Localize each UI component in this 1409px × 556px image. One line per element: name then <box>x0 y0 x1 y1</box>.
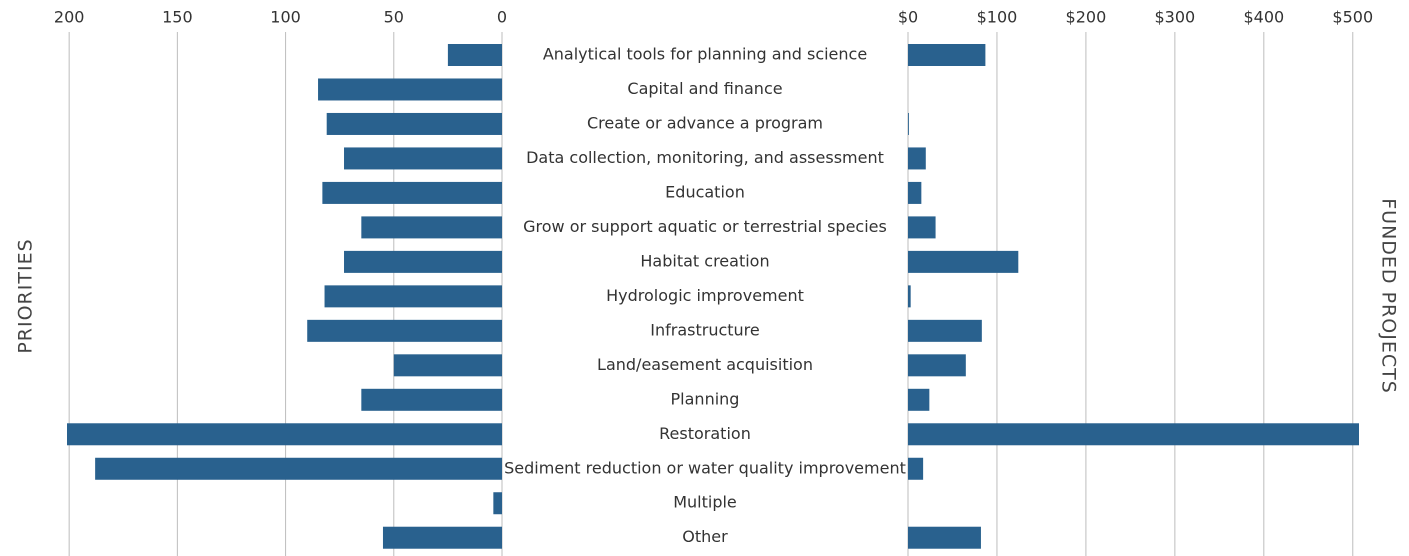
bar <box>393 354 502 377</box>
bar <box>908 216 936 239</box>
x-tick-label: 50 <box>384 8 404 27</box>
x-tick-label: 200 <box>54 8 85 27</box>
x-tick-label: 150 <box>162 8 193 27</box>
bar <box>326 112 502 135</box>
bar <box>344 250 502 273</box>
category-label: Land/easement acquisition <box>597 355 813 374</box>
bar <box>908 354 966 377</box>
bar <box>908 112 909 135</box>
bar <box>322 181 502 204</box>
bar <box>447 44 502 66</box>
axis-title: PRIORITIES <box>15 238 37 353</box>
category-label: Grow or support aquatic or terrestrial s… <box>523 217 887 236</box>
category-label: Multiple <box>673 493 737 512</box>
bar <box>493 492 502 515</box>
bar <box>908 147 926 170</box>
category-label: Capital and finance <box>627 79 782 98</box>
bar <box>307 319 502 342</box>
bar <box>908 181 922 204</box>
bar <box>95 457 502 480</box>
category-label: Hydrologic improvement <box>606 286 804 305</box>
bar <box>344 147 502 170</box>
category-label: Planning <box>671 389 740 408</box>
bar <box>908 250 1019 273</box>
x-tick-label: $400 <box>1243 8 1284 27</box>
bar <box>324 285 502 308</box>
x-tick-label: 100 <box>270 8 301 27</box>
category-label: Analytical tools for planning and scienc… <box>543 45 867 64</box>
bar <box>908 319 982 342</box>
bar <box>361 216 502 239</box>
x-tick-label: 0 <box>497 8 507 27</box>
category-label: Restoration <box>659 424 751 443</box>
bar <box>908 44 986 66</box>
category-label: Data collection, monitoring, and assessm… <box>526 148 884 167</box>
bar <box>908 526 981 549</box>
category-label: Create or advance a program <box>587 113 823 132</box>
axis-title: FUNDED PROJECTS <box>1378 198 1400 394</box>
category-label: Infrastructure <box>650 320 759 339</box>
category-label: Habitat creation <box>640 251 769 270</box>
x-tick-label: $500 <box>1332 8 1373 27</box>
bar <box>67 423 502 446</box>
bar <box>361 388 502 411</box>
bar <box>908 423 1359 446</box>
bar <box>908 285 911 308</box>
category-label: Sediment reduction or water quality impr… <box>504 458 906 477</box>
x-tick-label: $0 <box>898 8 918 27</box>
x-tick-label: $200 <box>1066 8 1107 27</box>
x-tick-label: $100 <box>977 8 1018 27</box>
bar <box>908 457 924 480</box>
bar <box>908 388 930 411</box>
category-label: Education <box>665 182 745 201</box>
x-tick-label: $300 <box>1155 8 1196 27</box>
category-label: Other <box>682 527 728 546</box>
bar <box>318 78 502 101</box>
bar <box>382 526 502 549</box>
